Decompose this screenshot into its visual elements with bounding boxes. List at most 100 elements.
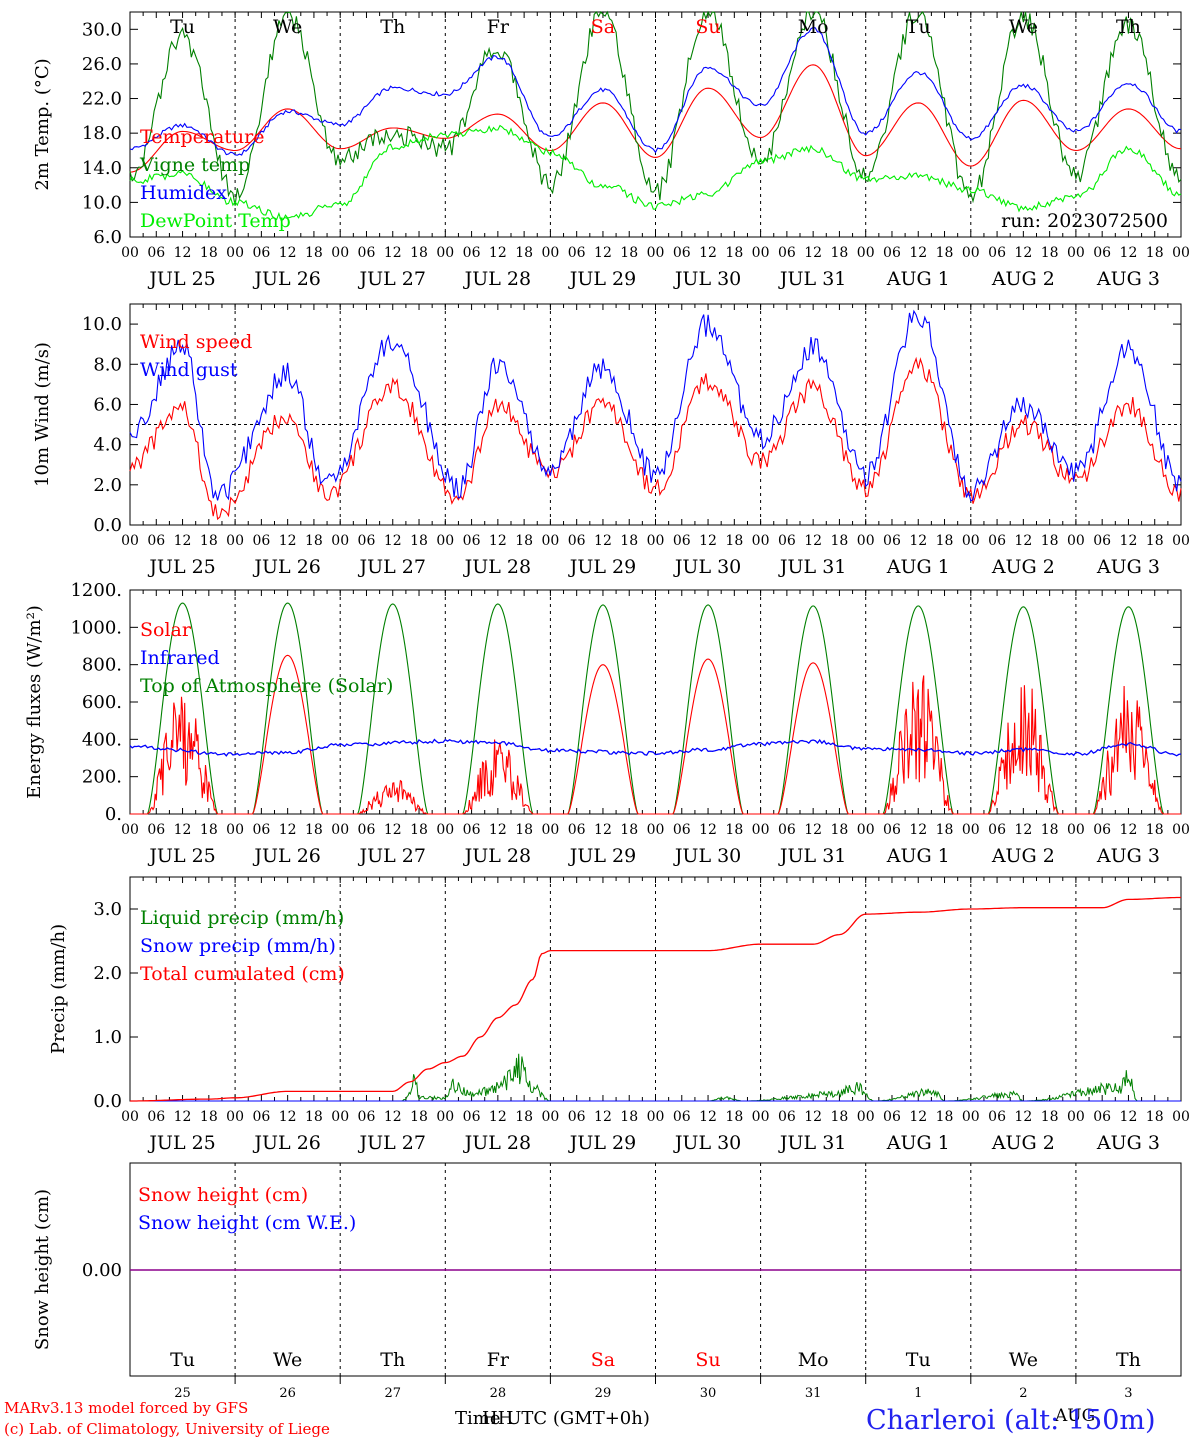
hour-label: 12 [909,245,927,261]
series-line-0 [129,356,1182,521]
hour-label: 12 [489,533,507,549]
hour-label: 18 [305,533,323,549]
hour-label: 12 [279,533,297,549]
panel-5: Tu 25 We 26 Th 27 Fr 28 Sa 29 Su 30 Mo 31 Tu 1 We 2 Th 3 0.0… [32,1162,1182,1401]
y-tick-label: 0.0 [93,1091,122,1112]
hour-label: 00 [857,1109,875,1125]
hour-label: 12 [1120,1109,1138,1125]
date-label: JUL 29 [568,845,636,867]
hour-label: 18 [725,245,743,261]
date-label: JUL 28 [463,1132,531,1154]
legend-total-cumulated-cm-: Total cumulated (cm) [140,963,345,985]
hour-label: 12 [1014,822,1032,838]
y-axis-label: Snow height (cm) [32,1189,53,1350]
day-number-label: 25 [174,1386,191,1401]
date-label: AUG 1 [886,268,950,290]
legend-liquid-precip-mm-h-: Liquid precip (mm/h) [140,907,344,929]
hour-label: 06 [147,245,165,261]
date-label: JUL 28 [463,556,531,578]
hour-label: 00 [331,1109,349,1125]
date-label: JUL 27 [358,1132,426,1154]
hour-label: 18 [200,822,218,838]
hour-label: 12 [594,822,612,838]
date-label: JUL 27 [358,556,426,578]
weekday-label: Tu [906,16,931,38]
date-label: JUL 25 [147,556,215,578]
weekday-label: Tu [170,1349,195,1371]
hour-label: 06 [568,245,586,261]
date-label: JUL 29 [568,268,636,290]
series-line-2 [129,26,1182,156]
hour-label: 06 [883,822,901,838]
date-label: JUL 25 [147,268,215,290]
hour-label: 00 [226,822,244,838]
series-line-total [130,896,1181,1102]
date-label: AUG 3 [1096,556,1160,578]
hour-label: 00 [541,533,559,549]
hour-label: 18 [200,533,218,549]
hour-label: 12 [489,822,507,838]
hour-label: 00 [647,822,665,838]
hour-label: 00 [1172,245,1190,261]
day-number-label: 29 [595,1386,612,1401]
hour-label: 06 [673,822,691,838]
hour-label: 12 [1014,1109,1032,1125]
date-label: JUL 31 [778,268,846,290]
hour-label: 18 [515,822,533,838]
hour-label: 12 [804,822,822,838]
series-line-infrared [129,738,1182,757]
hour-label: 18 [725,1109,743,1125]
hour-label: 18 [1146,822,1164,838]
date-label: JUL 30 [673,268,741,290]
hour-label: 18 [305,245,323,261]
y-axis-label: Energy fluxes (W/m²) [24,605,45,799]
hour-label: 00 [647,1109,665,1125]
weekday-label: Tu [906,1349,931,1371]
hour-label: 00 [647,533,665,549]
date-label: JUL 27 [358,268,426,290]
hour-label: 18 [725,533,743,549]
hour-label: 18 [620,533,638,549]
hour-label: 06 [252,533,270,549]
hour-label: 12 [804,533,822,549]
y-tick-label: 30.0 [82,19,122,40]
hour-label: 00 [1067,245,1085,261]
weekday-label: We [1009,1349,1038,1371]
hour-label: 18 [936,822,954,838]
hour-label: 18 [936,245,954,261]
day-number-label: 31 [805,1386,822,1401]
hour-label: 06 [778,533,796,549]
weekday-label: Fr [487,1349,510,1371]
hour-label: 06 [147,822,165,838]
date-label: AUG 1 [886,845,950,867]
station-label: Charleroi (alt: 150m) [866,1405,1156,1436]
panel-2: 00 06 12 18 JUL 25 00 06 12 18 JUL 26 00 06 12 18 JUL … [32,303,1190,578]
hour-label: 12 [279,245,297,261]
date-label: AUG 2 [991,556,1055,578]
hour-label: 18 [620,822,638,838]
date-label: AUG 2 [991,268,1055,290]
hour-label: 18 [1146,533,1164,549]
y-tick-label: 26.0 [82,54,122,75]
date-label: AUG 1 [886,556,950,578]
hour-label: 12 [804,1109,822,1125]
hour-label: 18 [1041,1109,1059,1125]
y-tick-label: 2.0 [93,475,122,496]
hour-label: 06 [463,822,481,838]
panel-frame [129,303,1182,526]
hour-label: 18 [620,245,638,261]
hour-label: 18 [1146,1109,1164,1125]
hour-label: 06 [568,1109,586,1125]
weekday-label: Fr [487,16,510,38]
hour-label: 00 [331,533,349,549]
hour-label: 00 [121,533,139,549]
hour-label: 12 [594,533,612,549]
hour-label: 18 [1041,245,1059,261]
hour-label: 18 [725,822,743,838]
legend-temperature: Temperature [140,126,264,148]
y-tick-label: 10.0 [82,192,122,213]
hour-label: 12 [804,245,822,261]
hour-label: 12 [174,245,192,261]
hour-label: 00 [436,822,454,838]
y-tick-label: 2.0 [93,963,122,984]
